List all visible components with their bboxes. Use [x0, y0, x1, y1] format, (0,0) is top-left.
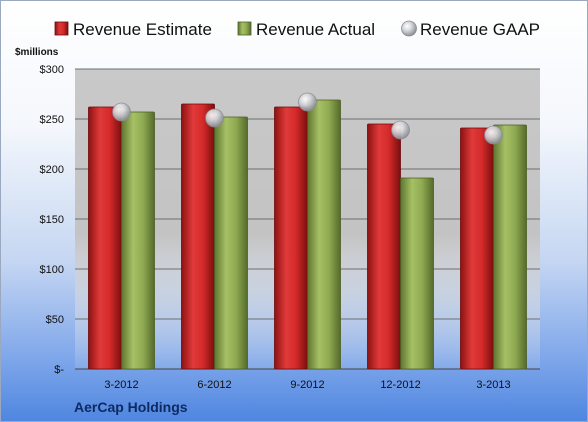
- marker-revenue-gaap: [484, 125, 503, 145]
- y-tick-label: $100: [40, 264, 64, 276]
- bar-revenue-estimate: [367, 123, 401, 370]
- units-label: $millions: [15, 47, 59, 58]
- bar-revenue-actual: [121, 111, 155, 370]
- x-tick-label: 3-2012: [104, 379, 138, 391]
- y-tick-label: $250: [40, 114, 64, 126]
- x-tick-label: 12-2012: [380, 379, 420, 391]
- legend-label: Revenue Actual: [256, 20, 375, 39]
- x-axis-ticks: 3-2012 6-2012 9-2012 12-2012 3-2013: [104, 379, 510, 391]
- legend-swatch: [401, 20, 417, 37]
- marker-revenue-gaap: [205, 108, 224, 128]
- bar-revenue-estimate: [274, 106, 308, 370]
- y-tick-label: $-: [54, 364, 64, 376]
- bar-revenue-actual: [400, 177, 434, 370]
- bar-revenue-actual: [493, 124, 527, 370]
- bar-revenue-actual: [307, 99, 341, 370]
- legend-swatch: [237, 21, 252, 36]
- legend: Revenue Estimate Revenue Actual Revenue GA…: [54, 20, 540, 39]
- y-tick-label: $50: [46, 314, 64, 326]
- y-tick-label: $300: [40, 64, 64, 76]
- y-tick-label: $200: [40, 164, 64, 176]
- legend-label: Revenue GAAP: [420, 20, 540, 39]
- y-axis-ticks: $- $50 $100 $150 $200 $250 $300: [40, 64, 65, 376]
- y-tick-label: $150: [40, 214, 64, 226]
- x-tick-label: 3-2013: [476, 379, 510, 391]
- marker-revenue-gaap: [391, 120, 410, 140]
- bar-revenue-actual: [214, 116, 248, 370]
- marker-revenue-gaap: [112, 102, 131, 122]
- bar-revenue-estimate: [88, 106, 122, 370]
- legend-swatch: [54, 21, 69, 36]
- x-tick-label: 9-2012: [290, 379, 324, 391]
- x-tick-label: 6-2012: [197, 379, 231, 391]
- bar-revenue-estimate: [181, 103, 215, 370]
- marker-revenue-gaap: [298, 92, 317, 112]
- bars: [88, 99, 527, 370]
- bar-revenue-estimate: [460, 127, 494, 370]
- gaap-markers: [112, 92, 503, 145]
- company-name: AerCap Holdings: [74, 399, 188, 415]
- legend-label: Revenue Estimate: [73, 20, 212, 39]
